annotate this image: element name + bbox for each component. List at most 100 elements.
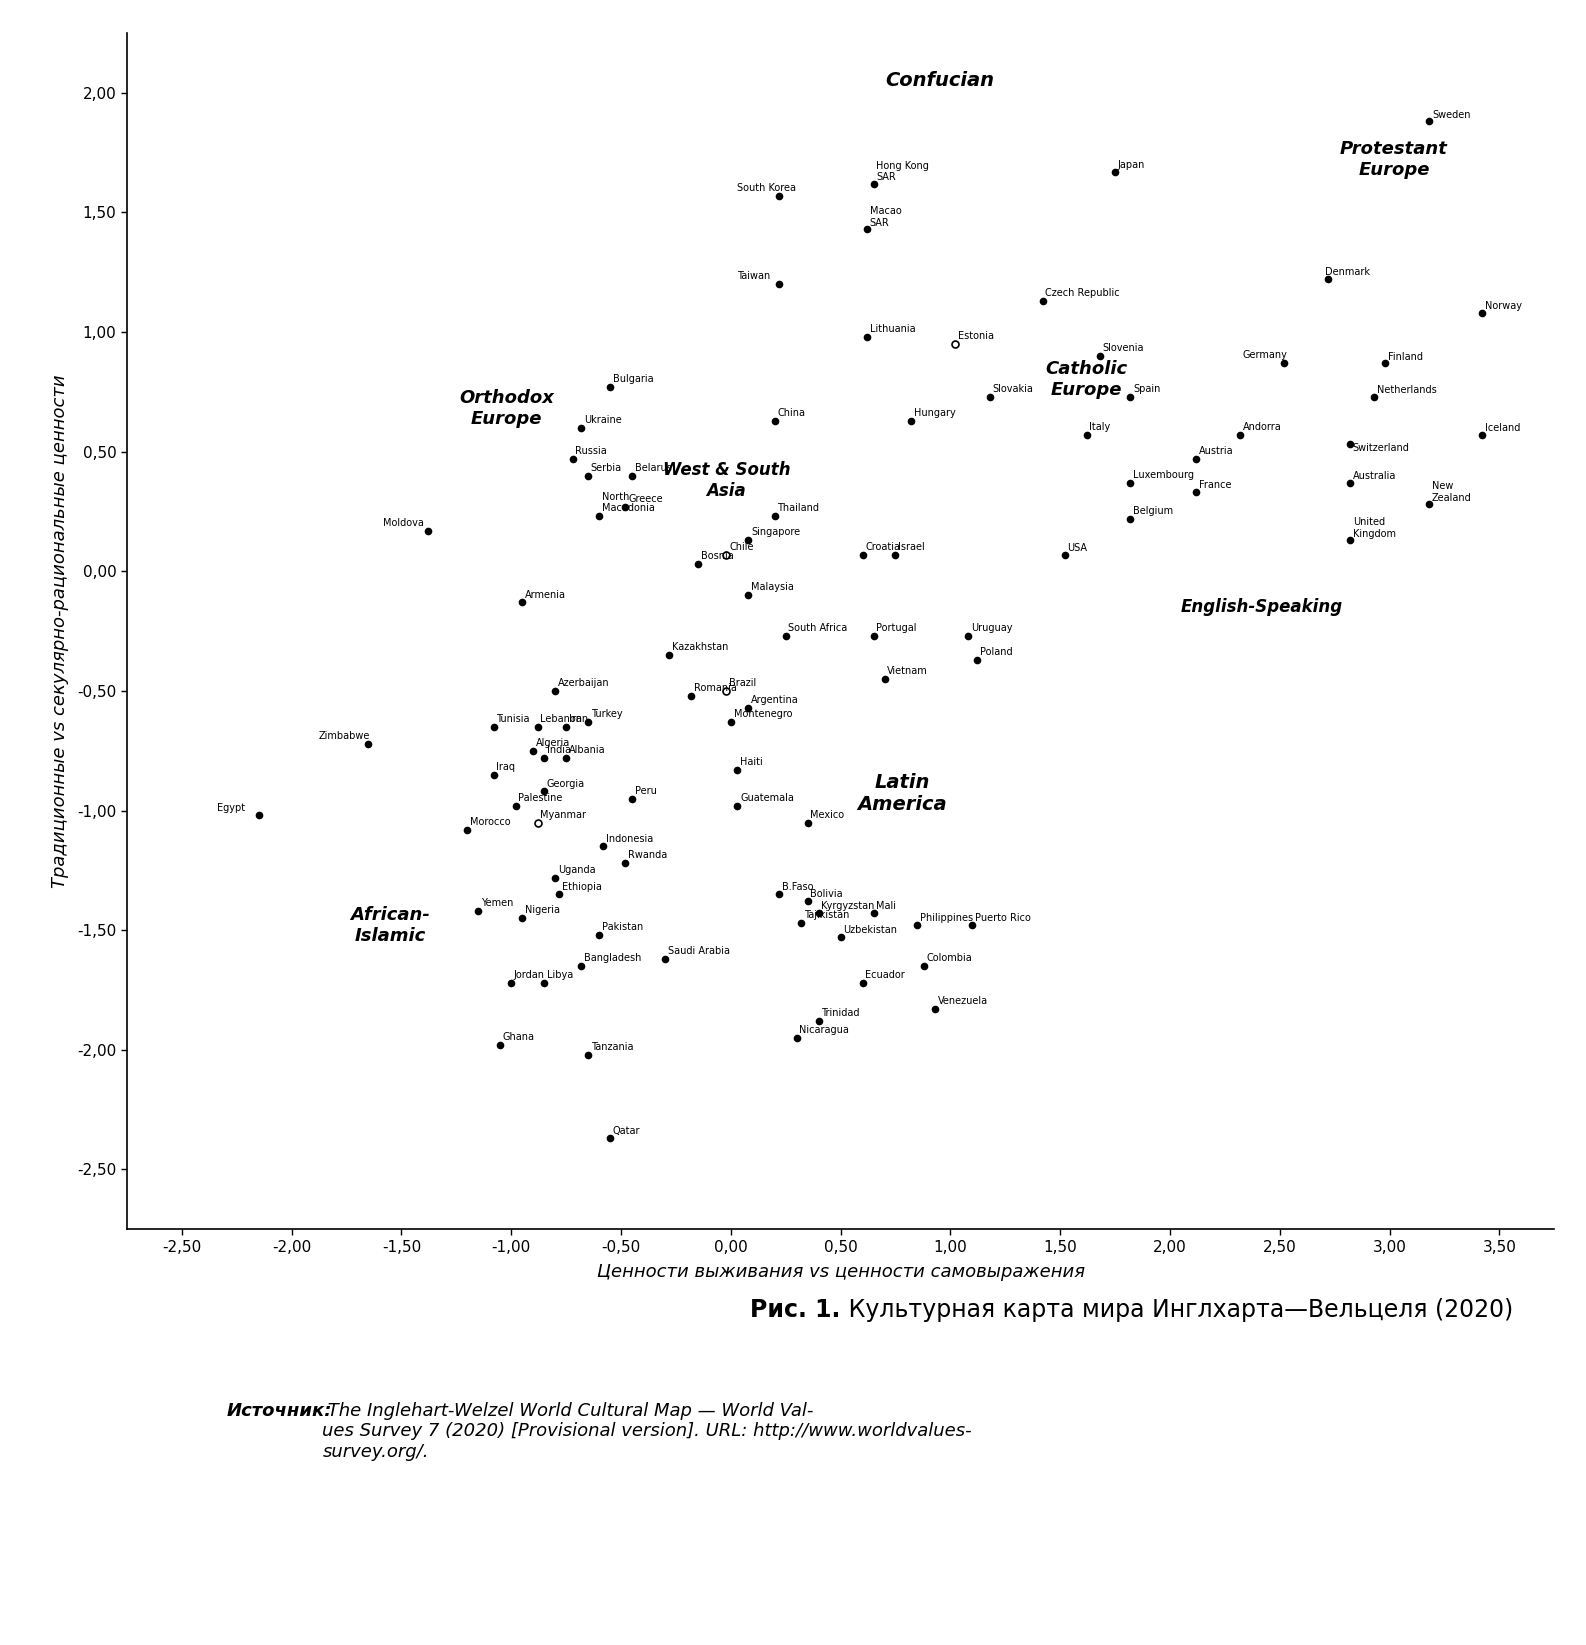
Text: Singapore: Singapore (752, 528, 801, 538)
X-axis label: Ценности выживания vs ценности самовыражения: Ценности выживания vs ценности самовыраж… (596, 1263, 1085, 1281)
Y-axis label: Традиционные vs секулярно-рациональные ценности: Традиционные vs секулярно-рациональные ц… (51, 375, 68, 888)
Text: Argentina: Argentina (752, 694, 799, 704)
Text: Iceland: Iceland (1484, 423, 1519, 434)
Text: Moldova: Moldova (384, 518, 423, 528)
Text: Latin
America: Latin America (858, 773, 947, 814)
Text: English-Speaking: English-Speaking (1182, 599, 1343, 617)
Text: North
Macedonia: North Macedonia (601, 492, 655, 513)
Text: Vietnam: Vietnam (887, 666, 928, 676)
Text: Qatar: Qatar (612, 1125, 641, 1135)
Text: Источник:: Источник: (227, 1402, 333, 1420)
Text: New
Zealand: New Zealand (1432, 482, 1472, 503)
Text: Algeria: Algeria (536, 739, 571, 748)
Text: Hong Kong
SAR: Hong Kong SAR (877, 161, 929, 183)
Text: Ethiopia: Ethiopia (563, 882, 603, 892)
Text: Haiti: Haiti (741, 757, 763, 767)
Text: Ghana: Ghana (503, 1033, 534, 1043)
Text: Colombia: Colombia (926, 954, 972, 964)
Text: Jordan: Jordan (514, 971, 546, 980)
Text: Kazakhstan: Kazakhstan (672, 642, 728, 651)
Text: Portugal: Portugal (877, 623, 917, 633)
Text: Orthodox
Europe: Orthodox Europe (460, 390, 554, 428)
Text: United
Kingdom: United Kingdom (1353, 517, 1396, 540)
Text: Rwanda: Rwanda (628, 850, 668, 860)
Text: Lebanon: Lebanon (541, 714, 582, 724)
Text: Armenia: Armenia (525, 589, 566, 599)
Text: Tunisia: Tunisia (496, 714, 530, 724)
Text: Catholic
Europe: Catholic Europe (1045, 360, 1128, 400)
Text: Tanzania: Tanzania (592, 1041, 633, 1051)
Text: West & South
Asia: West & South Asia (663, 461, 790, 500)
Text: Morocco: Morocco (469, 818, 511, 827)
Text: Israel: Israel (898, 541, 925, 551)
Text: Trinidad: Trinidad (822, 1008, 860, 1018)
Text: Bosnia: Bosnia (701, 551, 733, 561)
Text: Yemen: Yemen (481, 898, 514, 908)
Text: Turkey: Turkey (592, 709, 622, 719)
Text: The Inglehart-Welzel World Cultural Map — World Val-
ues Survey 7 (2020) [Provis: The Inglehart-Welzel World Cultural Map … (322, 1402, 972, 1461)
Text: Malaysia: Malaysia (752, 582, 795, 592)
Text: Egypt: Egypt (217, 803, 246, 813)
Text: Thailand: Thailand (777, 503, 820, 513)
Text: Estonia: Estonia (958, 331, 993, 341)
Text: Greece: Greece (628, 494, 663, 503)
Text: Рис. 1.: Рис. 1. (750, 1298, 841, 1323)
Text: Slovenia: Slovenia (1102, 344, 1144, 354)
Text: Japan: Japan (1118, 160, 1145, 171)
Text: Serbia: Serbia (592, 462, 622, 472)
Text: Netherlands: Netherlands (1377, 385, 1437, 395)
Text: Guatemala: Guatemala (741, 793, 795, 803)
Text: Uzbekistan: Uzbekistan (844, 924, 898, 934)
Text: Brazil: Brazil (730, 678, 757, 688)
Text: Sweden: Sweden (1432, 110, 1470, 120)
Text: Croatia: Croatia (866, 541, 901, 551)
Text: Albania: Albania (569, 745, 606, 755)
Text: Australia: Australia (1353, 472, 1396, 482)
Text: Культурная карта мира Инглхарта—Вельцеля (2020): Культурная карта мира Инглхарта—Вельцеля… (841, 1298, 1513, 1323)
Text: Austria: Austria (1199, 446, 1234, 456)
Text: France: France (1199, 480, 1232, 490)
Text: Peru: Peru (634, 786, 657, 796)
Text: Montenegro: Montenegro (734, 709, 791, 719)
Text: Saudi Arabia: Saudi Arabia (668, 946, 730, 956)
Text: Andorra: Andorra (1243, 423, 1281, 433)
Text: Protestant
Europe: Protestant Europe (1340, 140, 1448, 179)
Text: Russia: Russia (576, 446, 607, 456)
Text: Norway: Norway (1484, 301, 1521, 311)
Text: Tajikistan: Tajikistan (804, 910, 849, 920)
Text: Hungary: Hungary (914, 408, 955, 418)
Text: Indonesia: Indonesia (606, 834, 653, 844)
Text: Puerto Rico: Puerto Rico (975, 913, 1031, 923)
Text: Italy: Italy (1090, 423, 1110, 433)
Text: Bulgaria: Bulgaria (612, 375, 653, 385)
Text: Zimbabwe: Zimbabwe (319, 730, 370, 740)
Text: Belgium: Belgium (1134, 507, 1174, 517)
Text: South Korea: South Korea (737, 183, 796, 192)
Text: Georgia: Georgia (547, 778, 585, 788)
Text: Czech Republic: Czech Republic (1045, 288, 1120, 298)
Text: USA: USA (1067, 543, 1088, 553)
Text: Confucian: Confucian (885, 71, 994, 90)
Text: Chile: Chile (730, 541, 753, 551)
Text: India: India (547, 745, 571, 755)
Text: Azerbaijan: Azerbaijan (558, 678, 609, 688)
Text: Germany: Germany (1242, 350, 1288, 360)
Text: Spain: Spain (1134, 383, 1161, 393)
Text: Myanmar: Myanmar (541, 809, 587, 819)
Text: Kyrgyzstan: Kyrgyzstan (822, 901, 875, 911)
Text: Pakistan: Pakistan (601, 923, 642, 933)
Text: Ecuador: Ecuador (866, 971, 906, 980)
Text: Iran: Iran (569, 714, 588, 724)
Text: Finland: Finland (1388, 352, 1423, 362)
Text: Uganda: Uganda (558, 865, 595, 875)
Text: Denmark: Denmark (1326, 266, 1370, 276)
Text: Lithuania: Lithuania (869, 324, 915, 334)
Text: Venezuela: Venezuela (937, 997, 988, 1007)
Text: Uruguay: Uruguay (971, 623, 1012, 633)
Text: South Africa: South Africa (788, 623, 847, 633)
Text: Switzerland: Switzerland (1353, 443, 1410, 452)
Text: China: China (777, 408, 806, 418)
Text: Bangladesh: Bangladesh (584, 954, 642, 964)
Text: Romania: Romania (695, 683, 737, 693)
Text: Luxembourg: Luxembourg (1134, 470, 1194, 480)
